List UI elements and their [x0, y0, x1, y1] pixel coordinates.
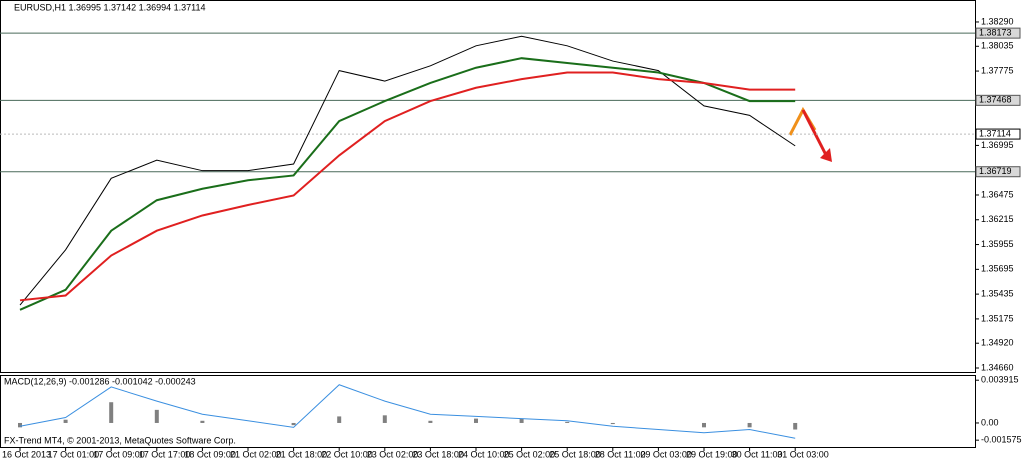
macd-bar [747, 422, 752, 428]
macd-bar [565, 421, 570, 423]
y-tick-label: 1.34920 [981, 338, 1014, 348]
x-tick-label: 16 Oct 2013 [2, 449, 51, 459]
x-tick-label: 17 Oct 09:00 [93, 449, 145, 459]
x-tick-label: 25 Oct 18:00 [549, 449, 601, 459]
y-tick-label: 1.35435 [981, 288, 1014, 298]
y-tick-label: 1.35175 [981, 313, 1014, 323]
macd-bar [610, 422, 615, 425]
level-label: 1.38173 [979, 27, 1012, 37]
macd-bar [63, 419, 68, 423]
x-tick-label: 29 Oct 03:00 [640, 449, 692, 459]
level-label: 1.36719 [979, 166, 1012, 176]
forecast-arrow [788, 106, 817, 136]
level-label-box [975, 27, 1021, 39]
y-tick-label: 1.35955 [981, 239, 1014, 249]
x-tick-label: 18 Oct 09:00 [184, 449, 236, 459]
x-tick-label: 31 Oct 03:00 [777, 449, 829, 459]
forecast-arrow [801, 109, 828, 156]
x-tick-label: 17 Oct 01:00 [48, 449, 100, 459]
y-tick-label: 1.36995 [981, 140, 1014, 150]
y-tick-label: 1.35695 [981, 264, 1014, 274]
series-line [19, 384, 796, 439]
x-tick-label: 23 Oct 02:00 [367, 449, 419, 459]
macd-bar [18, 422, 22, 428]
x-tick-label: 21 Oct 02:00 [230, 449, 282, 459]
macd-bar [793, 422, 798, 430]
series-line [19, 35, 796, 306]
y-tick-label: 0.003915 [981, 375, 1019, 385]
macd-pane [0, 375, 976, 448]
current-price-box [975, 128, 1021, 140]
arrow-head [820, 148, 832, 162]
macd-title: MACD(12,26,9) -0.001286 -0.001042 -0.000… [4, 376, 196, 386]
x-tick-label: 29 Oct 19:00 [686, 449, 738, 459]
macd-bar [519, 418, 524, 423]
x-tick-label: 30 Oct 11:00 [732, 449, 783, 459]
macd-bar [200, 420, 205, 423]
macd-bar [109, 402, 114, 423]
x-tick-label: 22 Oct 10:00 [321, 449, 373, 459]
y-tick-label: 1.38290 [981, 16, 1014, 26]
level-label-box [975, 94, 1021, 106]
y-tick-label: 1.36475 [981, 189, 1014, 199]
y-tick-label: -0.001575 [981, 435, 1022, 445]
x-tick-label: 21 Oct 18:00 [276, 449, 328, 459]
x-tick-label: 17 Oct 17:00 [139, 449, 191, 459]
macd-bar [702, 422, 706, 428]
y-tick-label: 1.36215 [981, 214, 1014, 224]
x-tick-label: 24 Oct 10:00 [458, 449, 510, 459]
macd-bar [474, 418, 478, 423]
x-tick-label: 28 Oct 11:00 [595, 449, 646, 459]
macd-bar [154, 409, 159, 423]
footer: FX-Trend MT4, © 2001-2013, MetaQuotes So… [4, 435, 236, 445]
current-price-label: 1.37114 [979, 128, 1011, 138]
y-tick-label: 1.34660 [981, 362, 1014, 372]
y-tick-label: 0.00 [981, 417, 999, 427]
macd-bar [382, 415, 387, 423]
price-pane [0, 0, 976, 373]
macd-bar [291, 422, 296, 426]
level-label: 1.37468 [979, 95, 1012, 105]
y-tick-label: 1.37775 [981, 65, 1014, 75]
y-tick-label: 1.38035 [981, 41, 1014, 51]
chart-title: EURUSD,H1 1.36995 1.37142 1.36994 1.3711… [14, 2, 205, 12]
macd-bar [337, 416, 342, 423]
series-line [19, 71, 796, 302]
x-tick-label: 25 Oct 02:00 [504, 449, 556, 459]
level-label-box [975, 166, 1021, 178]
x-tick-label: 23 Oct 18:00 [412, 449, 464, 459]
macd-bar [428, 420, 433, 423]
series-line [19, 57, 796, 311]
